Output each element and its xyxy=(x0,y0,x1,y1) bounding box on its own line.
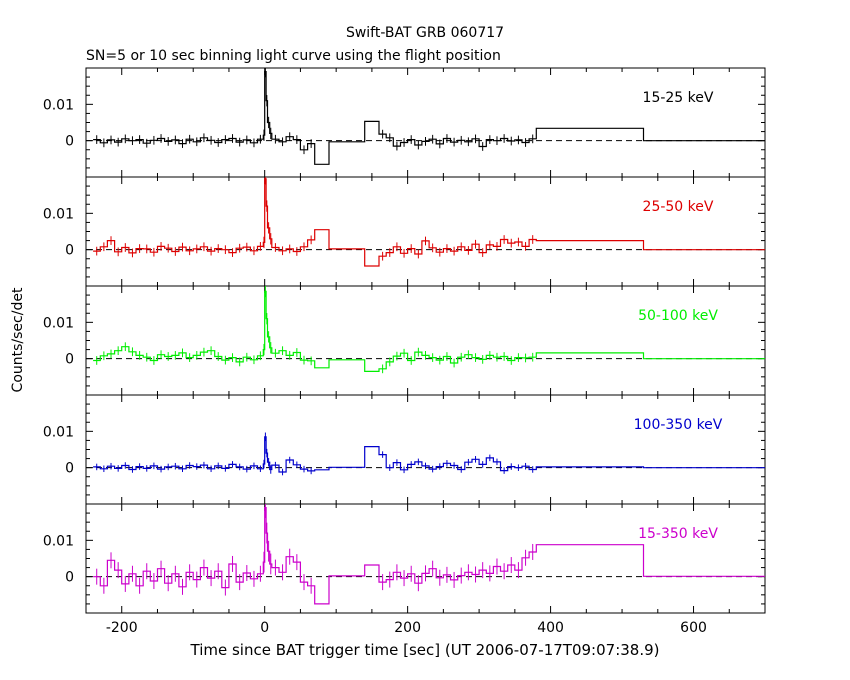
panel-frame xyxy=(85,503,766,614)
series-line xyxy=(93,178,765,267)
x-tick-label: -200 xyxy=(106,620,138,636)
x-tick-label: 200 xyxy=(394,620,421,636)
x-tick-label: 600 xyxy=(680,620,707,636)
y-tick-label: 0.01 xyxy=(43,533,74,549)
y-tick-label: 0 xyxy=(65,570,74,586)
panels-group: 0 0.01 15-25 keV 0 0.01 25-50 keV 0 0.01 50-100 … xyxy=(43,67,766,636)
y-tick-label: 0 xyxy=(65,134,74,150)
series-label: 15-25 keV xyxy=(643,90,714,106)
series-label: 15-350 keV xyxy=(638,526,718,542)
panel-2: 0 0.01 25-50 keV xyxy=(43,176,766,287)
y-tick-label: 0.01 xyxy=(43,206,74,222)
x-tick-label: 400 xyxy=(537,620,564,636)
panel-1: 0 0.01 15-25 keV xyxy=(43,67,766,178)
series-line xyxy=(93,436,765,473)
panel-frame xyxy=(85,285,766,396)
series-line xyxy=(93,71,765,165)
y-tick-label: 0 xyxy=(65,243,74,259)
y-tick-label: 0 xyxy=(65,352,74,368)
y-tick-label: 0.01 xyxy=(43,424,74,440)
panel-frame xyxy=(85,67,766,178)
chart-subtitle: SN=5 or 10 sec binning light curve using… xyxy=(86,48,501,64)
series-label: 50-100 keV xyxy=(638,308,718,324)
panel-5: -200 0 200 400 600 0 0.01 15-350 keV xyxy=(43,503,766,636)
series-line xyxy=(93,507,765,605)
series-label: 25-50 keV xyxy=(643,199,714,215)
panel-frame xyxy=(85,394,766,505)
series-line xyxy=(93,290,765,372)
series-label: 100-350 keV xyxy=(634,417,723,433)
x-tick-label: 0 xyxy=(260,620,269,636)
y-tick-label: 0.01 xyxy=(43,97,74,113)
panel-4: 0 0.01 100-350 keV xyxy=(43,394,766,505)
y-tick-label: 0.01 xyxy=(43,315,74,331)
y-axis-label: Counts/sec/det xyxy=(10,287,26,392)
y-tick-label: 0 xyxy=(65,461,74,477)
x-axis-label: Time since BAT trigger time [sec] (UT 20… xyxy=(190,641,660,659)
panel-frame xyxy=(85,176,766,287)
chart-title: Swift-BAT GRB 060717 xyxy=(346,25,504,41)
panel-3: 0 0.01 50-100 keV xyxy=(43,285,766,396)
